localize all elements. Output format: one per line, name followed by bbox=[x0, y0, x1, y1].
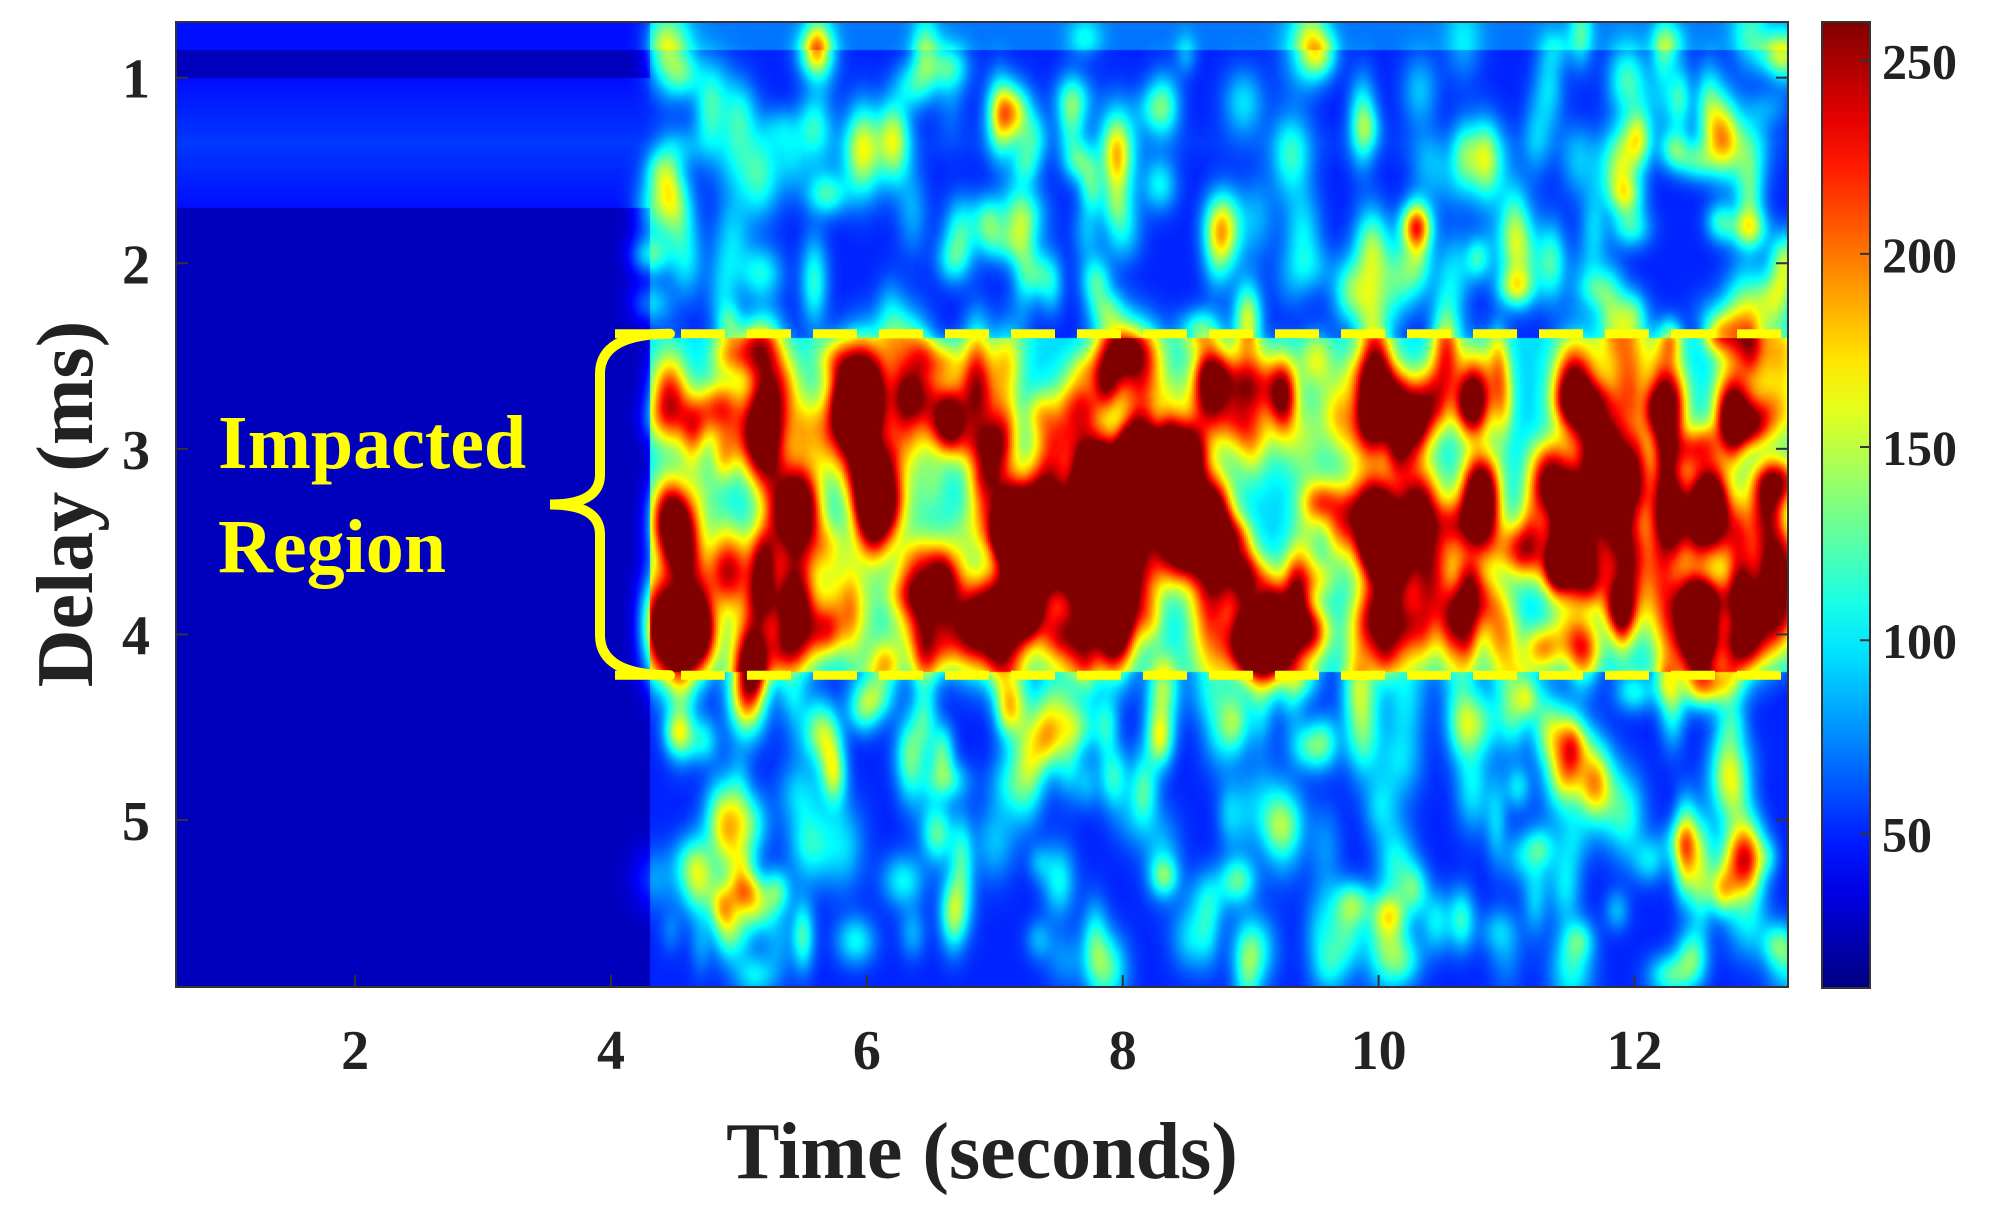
colorbar-tick-label: 100 bbox=[1882, 613, 1957, 669]
colorbar-tick-label: 50 bbox=[1882, 806, 1932, 862]
y-tick-label: 4 bbox=[122, 605, 150, 667]
x-tick-label: 2 bbox=[341, 1020, 369, 1082]
annotation-line-2: Region bbox=[218, 505, 446, 589]
y-tick-label: 3 bbox=[122, 420, 150, 482]
x-tick-label: 6 bbox=[853, 1020, 881, 1082]
impacted-region-annotation: Impacted Region bbox=[218, 328, 1788, 681]
x-axis-label: Time (seconds) bbox=[726, 1108, 1238, 1196]
y-tick-label: 1 bbox=[122, 49, 150, 111]
y-tick-label: 5 bbox=[122, 791, 150, 853]
colorbar-tick-label: 200 bbox=[1882, 227, 1957, 283]
x-tick-label: 8 bbox=[1109, 1020, 1137, 1082]
colorbar-tick-label: 250 bbox=[1882, 34, 1957, 90]
y-axis-ticks: 1 2 3 4 5 bbox=[122, 49, 1788, 853]
colorbar bbox=[1821, 21, 1871, 989]
x-axis-ticks: 2 4 6 8 10 12 bbox=[341, 975, 1662, 1082]
x-tick-label: 10 bbox=[1351, 1020, 1407, 1082]
region-curly-brace bbox=[549, 328, 675, 681]
plot-frame bbox=[175, 21, 1789, 988]
x-tick-label: 12 bbox=[1606, 1020, 1662, 1082]
annotation-line-1: Impacted bbox=[218, 401, 526, 485]
y-axis-label: Delay (ms) bbox=[22, 321, 110, 688]
x-tick-label: 4 bbox=[597, 1020, 625, 1082]
colorbar-ticks: 50 100 150 200 250 bbox=[1860, 34, 1957, 862]
y-tick-label: 2 bbox=[122, 234, 150, 296]
colorbar-tick-label: 150 bbox=[1882, 420, 1957, 476]
